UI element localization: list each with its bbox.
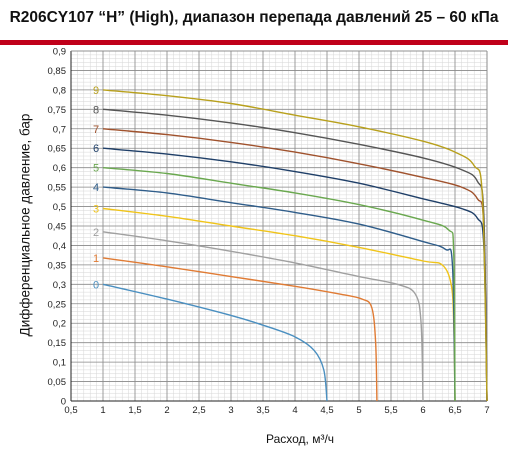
y-tick-label: 0,15 — [48, 338, 67, 349]
y-tick-label: 0,9 — [53, 47, 66, 58]
y-tick-label: 0,05 — [48, 377, 67, 388]
x-tick-label: 5,5 — [384, 405, 397, 416]
y-tick-label: 0,75 — [48, 105, 67, 116]
y-tick-labels: 0 0,05 0,1 0,15 0,2 0,25 0,3 0,35 0,4 0,45 0,5 0,55… — [48, 47, 67, 408]
axes — [70, 50, 488, 402]
y-tick-label: 0,35 — [48, 260, 67, 271]
y-tick-label: 0,25 — [48, 299, 67, 310]
y-tick-label: 0,8 — [53, 85, 66, 96]
x-tick-label: 2,5 — [192, 405, 205, 416]
y-tick-label: 0,7 — [53, 124, 66, 135]
title-divider — [0, 40, 508, 45]
series-label-6: 6 — [93, 143, 99, 155]
y-tick-label: 0,1 — [53, 358, 66, 369]
y-tick-label: 0,5 — [53, 202, 66, 213]
series-line-9 — [102, 89, 488, 402]
y-tick-label: 0,3 — [53, 280, 66, 291]
x-tick-label: 4,5 — [320, 405, 333, 416]
y-tick-label: 0,85 — [48, 66, 67, 77]
x-tick-label: 1,5 — [128, 405, 141, 416]
series-label-4: 4 — [93, 182, 99, 194]
y-tick-label: 0 — [61, 397, 66, 408]
series-line-1 — [102, 257, 378, 402]
x-tick-label: 5 — [356, 405, 361, 416]
x-tick-label: 6,5 — [448, 405, 461, 416]
series-line-5 — [102, 166, 456, 402]
y-axis-label: Дифференциальное давление, бар — [17, 113, 33, 337]
x-tick-label: 4 — [292, 405, 297, 416]
series-label-9: 9 — [93, 85, 99, 97]
series-label-1: 1 — [93, 253, 99, 265]
series-label-5: 5 — [93, 163, 99, 175]
x-tick-label: 7 — [484, 405, 489, 416]
series-label-8: 8 — [93, 104, 99, 116]
x-tick-label: 6 — [420, 405, 425, 416]
x-tick-label: 1 — [100, 405, 105, 416]
chart-title: R206CY107 “H” (High), диапазон перепада … — [9, 9, 499, 26]
title-bar: R206CY107 “H” (High), диапазон перепада … — [0, 0, 508, 40]
series-label-0: 0 — [93, 279, 99, 291]
series-line-2 — [102, 231, 424, 402]
y-tick-label: 0,2 — [53, 319, 66, 330]
y-tick-label: 0,55 — [48, 183, 67, 194]
x-tick-label: 0,5 — [64, 405, 77, 416]
series-line-0 — [102, 283, 328, 402]
x-axis-label: Расход, м³/ч — [265, 432, 335, 446]
x-tick-label: 3 — [228, 405, 233, 416]
series-label-2: 2 — [93, 227, 99, 239]
y-tick-label: 0,65 — [48, 144, 67, 155]
x-tick-label: 3,5 — [256, 405, 269, 416]
x-tick-labels: 0,5 1 1,5 2 2,5 3 3,5 4 4,5 5 5,5 6 6,5 7 — [64, 405, 489, 416]
y-tick-label: 0,6 — [53, 163, 66, 174]
y-tick-label: 0,4 — [53, 241, 66, 252]
series-line-4 — [102, 186, 456, 402]
series-label-7: 7 — [93, 124, 99, 136]
y-tick-label: 0,45 — [48, 222, 67, 233]
x-tick-label: 2 — [164, 405, 169, 416]
series-label-3: 3 — [93, 204, 99, 216]
series-lines — [102, 89, 488, 402]
series-labels: 0 1 2 3 4 5 6 7 8 9 — [93, 85, 99, 291]
